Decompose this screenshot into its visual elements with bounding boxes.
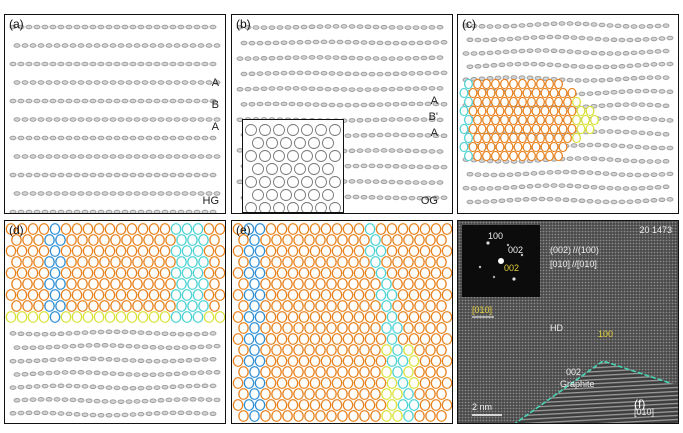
panel-f: (f) 20 1473 100 002 002 (002) //(100) [0… (457, 220, 679, 424)
orientation-relation: [010] //[010] (550, 259, 597, 269)
hrtem-micrograph (458, 221, 678, 423)
hexagonal-graphite-layers (9, 24, 221, 213)
zone-axis-graphite: [010] (634, 407, 655, 417)
fft-label-002-hd: 002 (504, 263, 520, 273)
stacking-label: A (430, 95, 438, 107)
graphite-002-label: 002 (566, 367, 582, 377)
stacking-label: B (211, 99, 219, 111)
panel-c: (c) (457, 14, 679, 214)
stacking-label: B' (428, 111, 438, 123)
inset-structure (242, 119, 344, 213)
panel-a: (a) A B A HG (4, 14, 226, 214)
nucleation-snapshot (459, 21, 674, 205)
yellow-100-label: 100 (598, 329, 614, 339)
orientation-relation: (002) //(100) (550, 245, 599, 255)
panel-c-label: (c) (462, 17, 476, 31)
graphite-label: Graphite (560, 379, 595, 389)
panel-a-label: (a) (9, 17, 24, 31)
panel-f-label: (f) (634, 397, 646, 411)
panel-e: (e) (231, 220, 453, 424)
panel-b-label: (b) (236, 17, 251, 31)
stacking-label: A (211, 77, 219, 89)
panel-d-label: (d) (9, 223, 24, 237)
panel-e-label: (e) (236, 223, 251, 237)
fft-label-002-g: 002 (508, 245, 524, 255)
structure-tag: HG (202, 195, 220, 207)
panel-b: (b) A B' A OG (231, 14, 453, 214)
panel-d: (d) (4, 220, 226, 424)
stacking-label: A (430, 127, 438, 139)
temperature-readout: 20 1473 (639, 225, 672, 235)
hd-region-label: HD (550, 323, 563, 333)
stacking-label: A (211, 121, 219, 133)
full-transformation-snapshot (232, 223, 452, 422)
growth-snapshot (5, 223, 225, 418)
fft-label-100-hd: 100 (488, 231, 504, 241)
scale-bar-label: 2 nm (472, 402, 493, 412)
structure-tag: OG (420, 195, 438, 207)
zone-axis-hd: [010] (472, 305, 493, 315)
